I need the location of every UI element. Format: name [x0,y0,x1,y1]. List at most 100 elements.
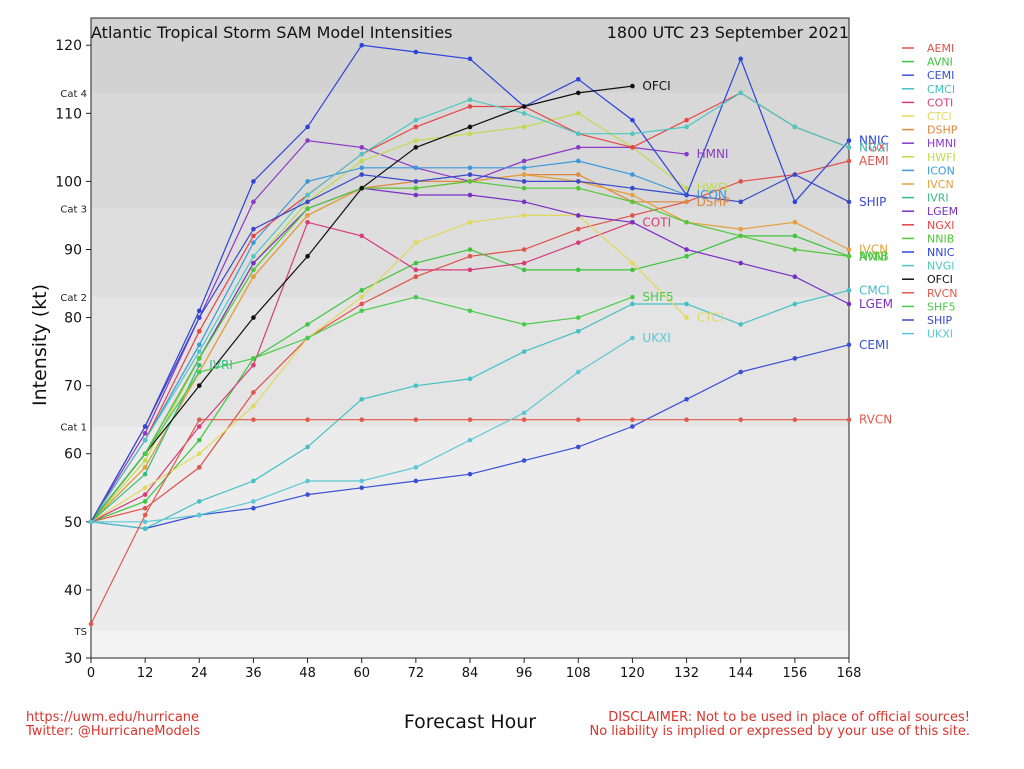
data-point [575,76,581,82]
data-point [738,233,744,239]
legend-item-cmci: CMCI [927,83,955,96]
legend-item-rvcn: RVCN [927,287,957,300]
data-point [196,451,202,457]
data-point [413,145,419,150]
legend-item-ctci: CTCI [927,110,952,123]
data-point [575,145,581,150]
data-point [684,396,689,402]
y-tick-label: 120 [55,38,82,54]
data-point [792,124,798,130]
data-point [846,301,852,307]
data-point [142,424,148,429]
data-point [738,417,744,423]
data-point [305,253,310,259]
footer-link[interactable]: https://uwm.edu/hurricane [26,710,199,725]
legend-item-cemi: CEMI [927,69,954,82]
data-point [846,253,852,259]
data-point [359,396,365,402]
data-point [142,431,148,436]
series-end-labels: AEMI AVNI CEMI CMCI COTI CTCI DSHP HMNI HWFIICON… [209,79,893,427]
data-point [467,131,473,137]
data-point [575,90,581,96]
x-tick-label: 156 [782,666,807,681]
data-point [467,104,473,109]
end-label-ofci: OFCI [642,79,670,93]
data-point [792,247,798,252]
data-point [467,247,473,252]
data-point [142,519,148,525]
data-point [467,376,473,382]
x-tick-label: 144 [728,666,753,681]
y-tick-label: 80 [64,311,82,327]
data-point [251,267,256,273]
data-point [521,410,527,416]
end-label-lgem: LGEM [859,297,893,311]
data-point [251,315,256,320]
data-point [359,158,365,164]
data-point [467,56,473,62]
band-label-cat-1: Cat 1 [60,423,87,434]
data-point [251,390,256,395]
data-point [792,199,798,205]
axes: 0 12 24 36 48 60 72 84 96 108 120 132 144 156 168 30 40 5… [55,38,861,681]
data-point [413,124,419,130]
data-point [413,165,419,171]
data-point [521,185,527,191]
data-point [792,233,798,239]
data-point [521,213,527,218]
data-point [467,124,473,130]
end-label-coti: COTI [642,215,671,229]
data-point [684,253,689,259]
data-point [305,219,310,225]
band-label-cat-2: Cat 2 [60,293,87,304]
data-point [305,417,310,423]
data-point [251,179,256,184]
legend-item-ship: SHIP [927,314,952,327]
data-point [251,403,256,409]
data-point [467,471,473,477]
data-point [521,165,527,171]
data-point [305,179,310,184]
data-point [630,301,635,307]
series-line-ctci [90,214,688,523]
data-point [846,342,852,348]
data-point [738,322,744,327]
x-tick-label: 132 [674,666,699,681]
data-point [521,260,527,266]
data-point [521,247,527,252]
end-label-cmci: CMCI [859,283,890,297]
end-label-rvcn: RVCN [859,413,892,427]
x-tick-label: 24 [191,666,208,681]
data-point [684,117,689,123]
data-point [792,301,798,307]
data-point [305,444,310,450]
data-point [630,213,635,218]
data-point [684,301,689,307]
data-point [251,233,256,239]
data-point [684,315,689,320]
end-label-shf5: SHF5 [642,290,673,304]
data-point [521,158,527,164]
legend-item-lgem: LGEM [927,205,958,218]
data-point [630,131,635,137]
band-cat-4 [91,18,849,93]
data-point [196,362,202,368]
legend: AEMIAVNICEMICMCICOTICTCIDSHPHMNIHWFIICON… [902,42,958,341]
data-point [359,478,365,484]
data-point [630,199,635,205]
x-axis-label: Forecast Hour [404,711,536,733]
series-shf5 [88,294,635,525]
data-point [413,274,419,280]
data-point [521,322,527,327]
data-point [846,145,852,150]
end-label-ivri: IVRI [209,358,233,372]
data-point [521,417,527,423]
y-tick-label: 40 [64,583,82,599]
end-label-dshp: DSHP [697,195,730,209]
data-point [738,369,744,375]
x-tick-label: 60 [353,666,370,681]
data-point [467,253,473,259]
data-point [251,226,256,232]
data-point [413,294,419,300]
data-point [359,301,365,307]
